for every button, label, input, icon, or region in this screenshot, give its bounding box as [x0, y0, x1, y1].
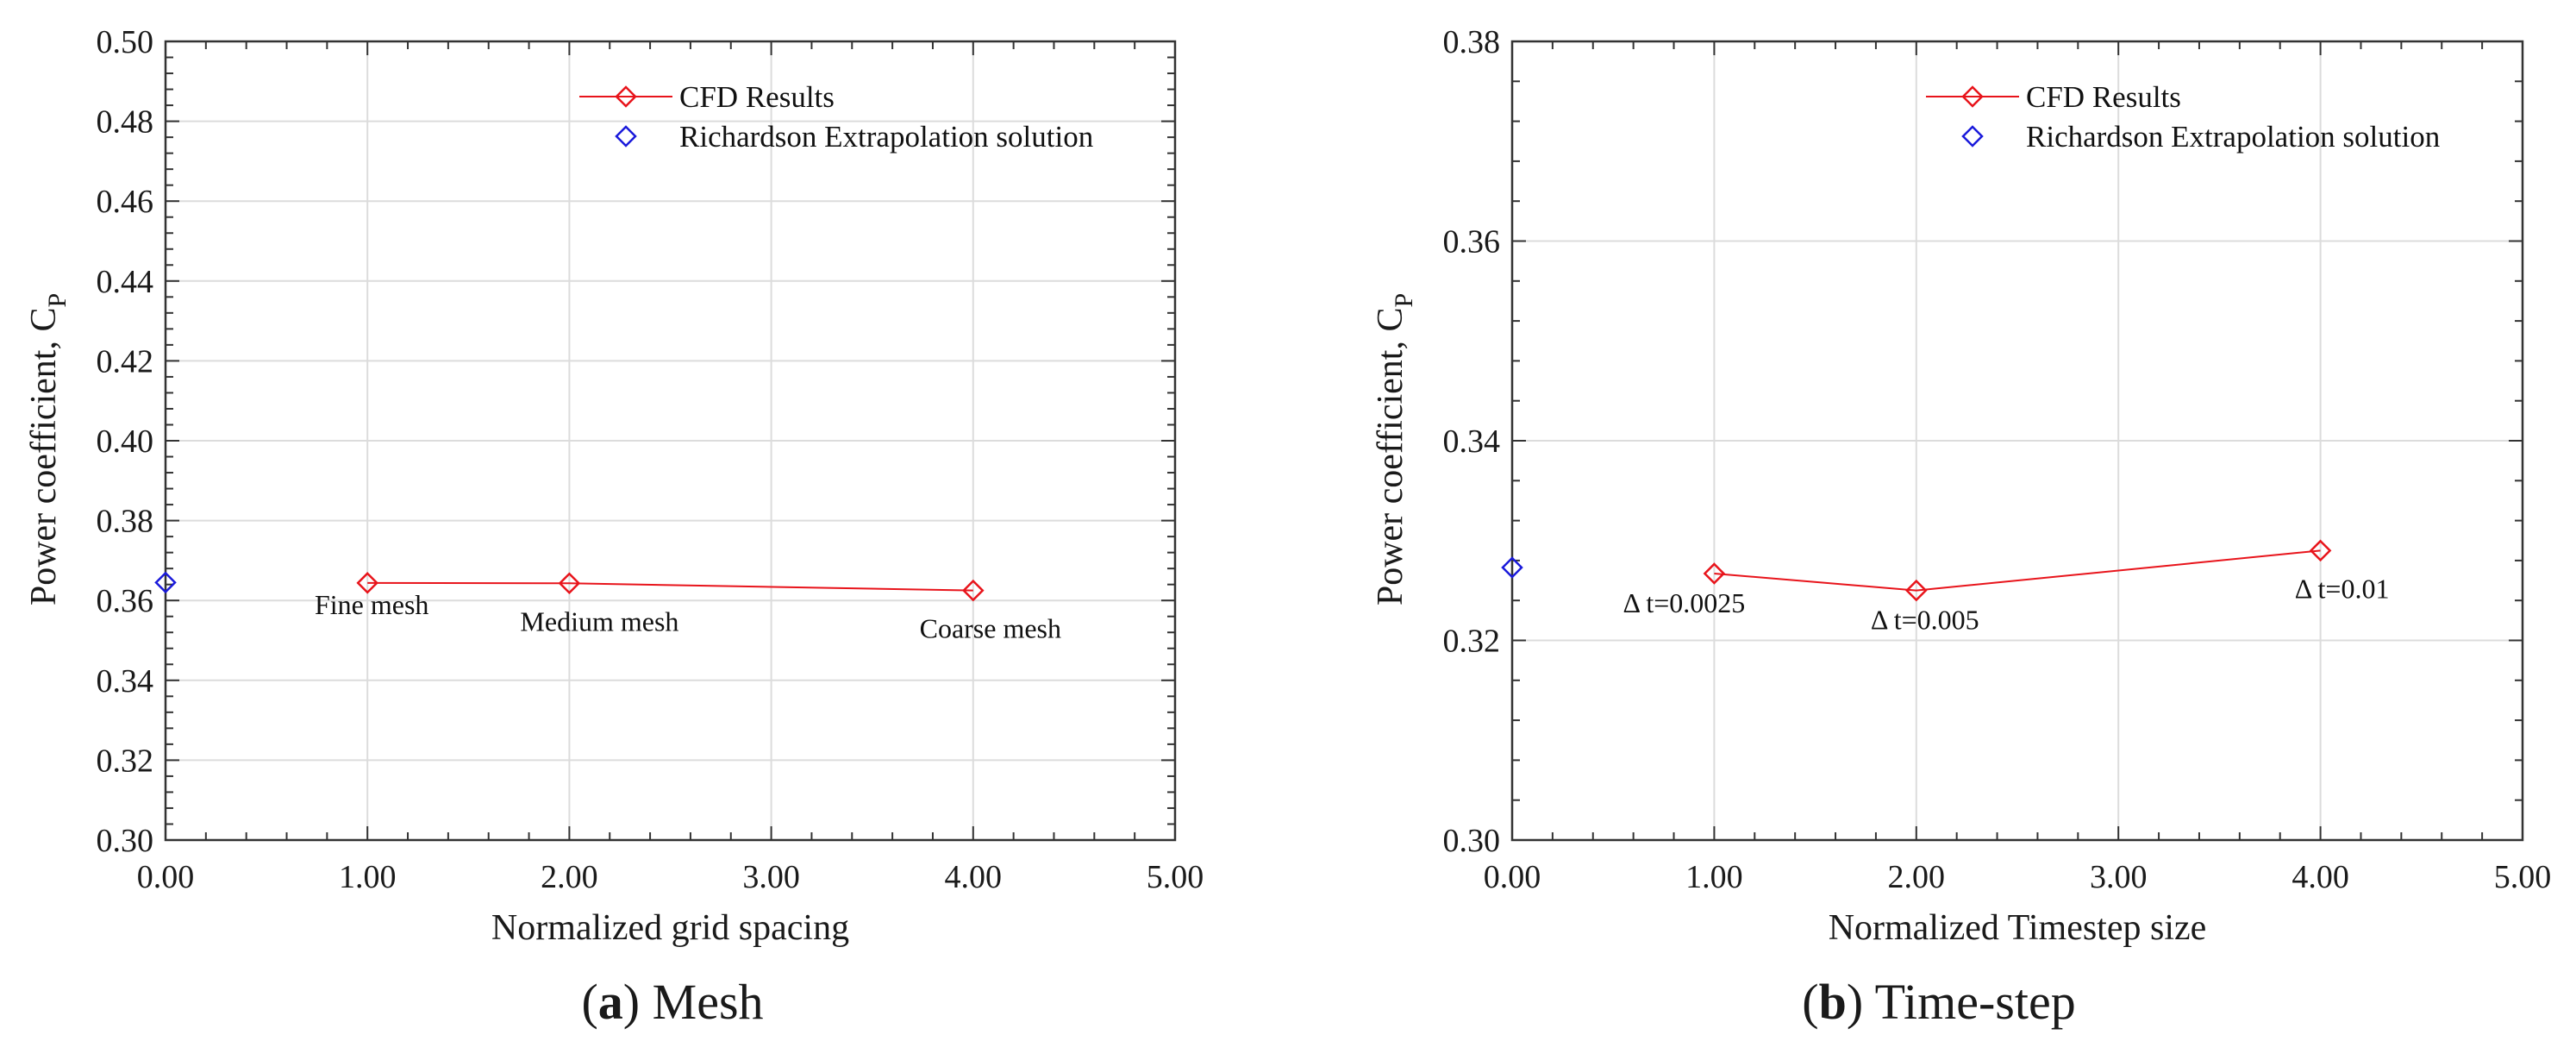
y-axis-label: Power coefficient, CP: [1371, 293, 1418, 605]
y-tick-label: 0.40: [97, 423, 154, 460]
legend-marker-cfd: [1961, 85, 1984, 108]
point-annotation: Δ t=0.0025: [1623, 587, 1746, 618]
x-axis-label: Normalized grid spacing: [491, 908, 849, 948]
legend-label-cfd: CFD Results: [679, 80, 835, 114]
y-tick-label: 0.36: [97, 583, 154, 619]
y-tick-label: 0.46: [97, 184, 154, 220]
legend-marker-cfd: [615, 85, 637, 108]
caption-mesh-text: Mesh: [640, 974, 764, 1030]
legend-marker-richardson: [615, 125, 637, 147]
y-tick-label: 0.36: [1443, 224, 1501, 260]
y-tick-label: 0.42: [97, 343, 154, 379]
x-tick-label: 5.00: [2494, 859, 2552, 895]
timestep-chart-svg: 0.00 1.00 2.00 3.00 4.00 5.00 0.30 0.32 0.34 0.36…: [1371, 24, 2552, 948]
legend: CFD Results Richardson Extrapolation solu…: [1926, 80, 2440, 154]
legend-label-richardson: Richardson Extrapolation solution: [2026, 120, 2440, 154]
caption-timestep-letter: b: [1818, 974, 1847, 1030]
series-line: [367, 581, 973, 592]
data-point-marker: [962, 579, 985, 602]
x-tick-label: 4.00: [945, 859, 1003, 895]
series-cfd-results: [1703, 539, 2332, 602]
y-tick-label: 0.38: [97, 504, 154, 540]
point-annotation: Fine mesh: [315, 589, 428, 620]
x-tick-label: 0.00: [137, 859, 195, 895]
data-point-marker: [1703, 562, 1726, 585]
y-tick-label: 0.34: [97, 663, 154, 699]
chart-panel-mesh: 0.00 1.00 2.00 3.00 4.00 5.00 0.30 0.32 0.34 0.36…: [24, 24, 1204, 1030]
x-tick-label: 5.00: [1147, 859, 1204, 895]
series-richardson-extrapolation: [154, 571, 177, 594]
series-cfd-results: [356, 572, 985, 602]
y-tick-label: 0.30: [1443, 823, 1501, 859]
x-tick-label: 3.00: [742, 859, 800, 895]
axis-ticks: [165, 41, 1176, 841]
y-axis-label-subscript: P: [1390, 293, 1418, 308]
legend-label-richardson: Richardson Extrapolation solution: [679, 120, 1093, 154]
mesh-chart-svg: 0.00 1.00 2.00 3.00 4.00 5.00 0.30 0.32 0.34 0.36…: [24, 24, 1204, 948]
point-annotation: Δ t=0.01: [2295, 573, 2390, 604]
grid-lines: [166, 41, 1175, 840]
y-tick-label: 0.38: [1443, 24, 1501, 60]
y-tick-label: 0.32: [97, 743, 154, 779]
chart-panel-timestep: 0.00 1.00 2.00 3.00 4.00 5.00 0.30 0.32 0.34 0.36…: [1288, 0, 2576, 1060]
data-point-marker: [1501, 556, 1523, 579]
grid-lines: [1512, 41, 2523, 840]
y-tick-label: 0.44: [97, 264, 154, 300]
y-tick-label: 0.32: [1443, 624, 1501, 660]
x-tick-label: 2.00: [1888, 859, 1946, 895]
legend-label-cfd: CFD Results: [2026, 80, 2181, 114]
x-tick-label: 0.00: [1484, 859, 1541, 895]
caption-timestep-text: Time-step: [1863, 974, 2076, 1030]
legend-marker-richardson: [1961, 125, 1984, 147]
y-tick-label: 0.34: [1443, 423, 1501, 460]
y-tick-label: 0.50: [97, 24, 154, 60]
data-point-marker: [356, 572, 378, 594]
caption-mesh-letter: a: [597, 974, 623, 1030]
x-tick-label: 4.00: [2292, 859, 2349, 895]
caption-mesh: (a) Mesh: [581, 974, 764, 1030]
y-axis-label-subscript: P: [43, 293, 72, 308]
caption-timestep: (b) Time-step: [1802, 974, 2076, 1030]
data-point-marker: [2309, 539, 2332, 562]
y-tick-label: 0.30: [97, 823, 154, 859]
series-richardson-extrapolation: [1501, 556, 1523, 579]
point-annotation: Medium mesh: [520, 605, 678, 637]
x-tick-label: 1.00: [1685, 859, 1743, 895]
x-tick-label: 3.00: [2090, 859, 2148, 895]
axis-ticks: [1511, 41, 2523, 841]
point-annotation: Coarse mesh: [920, 613, 1061, 644]
y-axis-label: Power coefficient, CP: [24, 293, 72, 605]
data-point-marker: [1905, 579, 1928, 602]
data-point-marker: [558, 572, 581, 595]
x-axis-label: Normalized Timestep size: [1829, 908, 2207, 948]
x-tick-label: 2.00: [541, 859, 598, 895]
legend: CFD Results Richardson Extrapolation solu…: [579, 80, 1093, 154]
series-line: [1714, 549, 2321, 592]
x-tick-label: 1.00: [339, 859, 397, 895]
data-point-marker: [154, 571, 177, 594]
y-tick-label: 0.48: [97, 104, 154, 141]
point-annotation: Δ t=0.005: [1871, 605, 1979, 636]
